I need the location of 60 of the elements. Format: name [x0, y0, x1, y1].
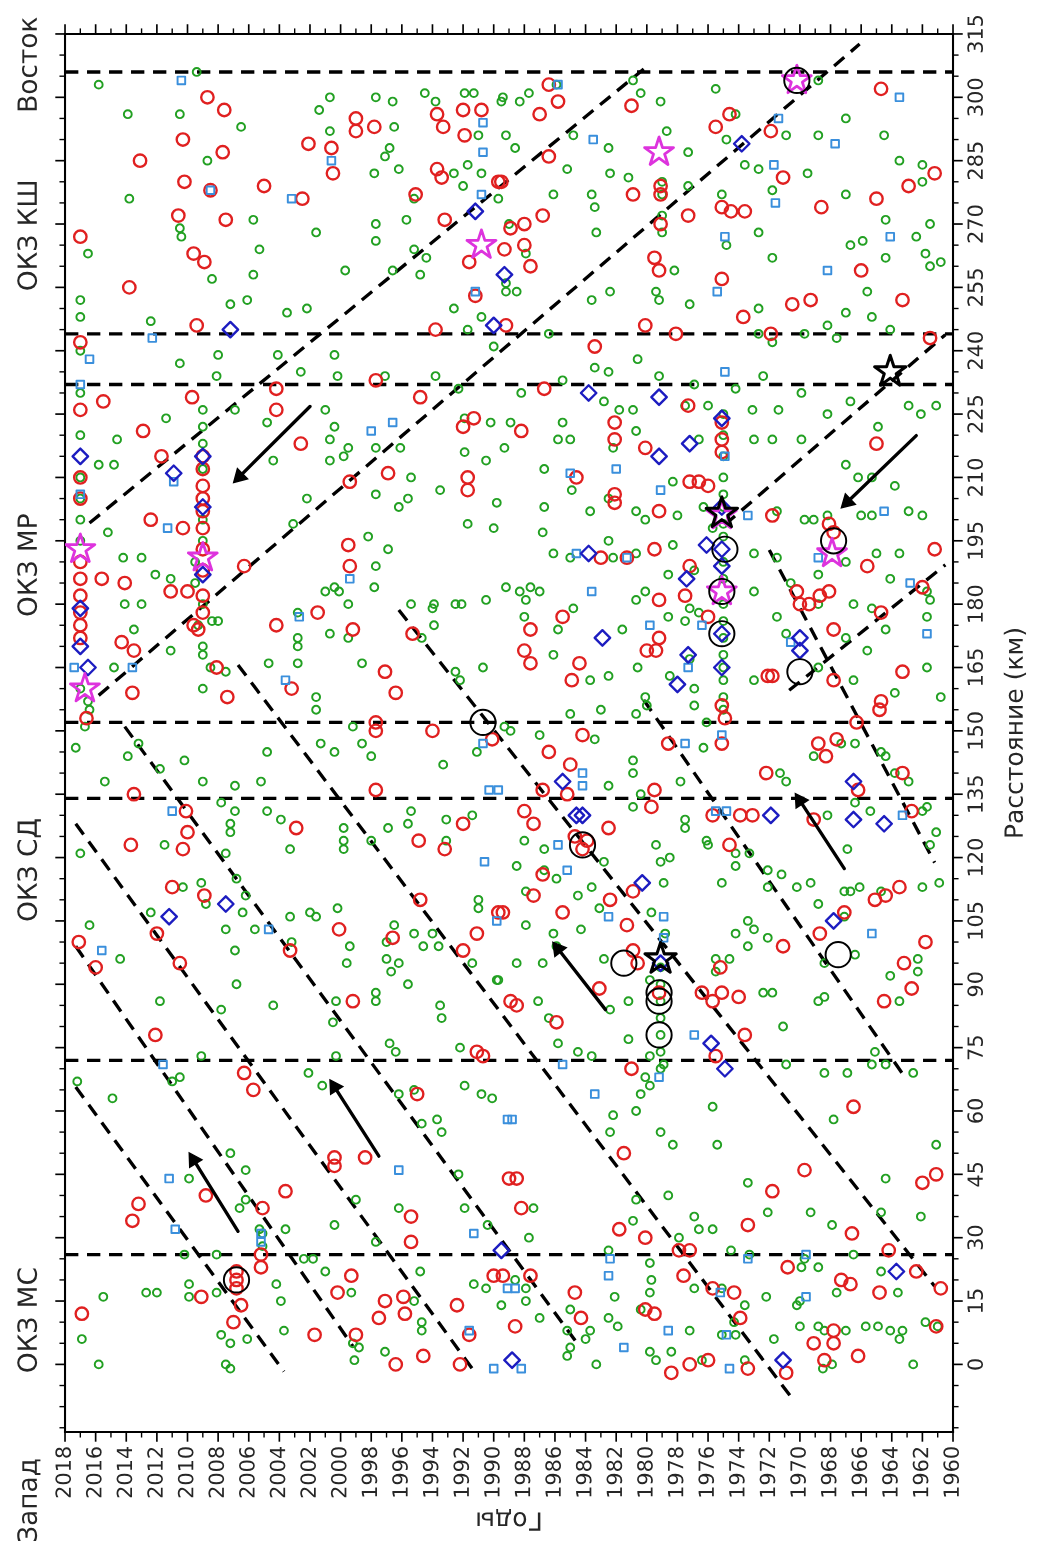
x-tick-label: 2002 — [300, 1447, 317, 1498]
y-axis-title: Расстояние (км) — [1003, 629, 1027, 837]
x-tick-label: 1990 — [483, 1447, 500, 1497]
x-tick-label: 2010 — [177, 1447, 194, 1498]
y-tick-label: 180 — [967, 585, 984, 622]
text: Запад — [17, 1459, 41, 1542]
x-tick-label: 1964 — [882, 1447, 898, 1497]
y-tick-label: 150 — [967, 712, 984, 749]
x-tick-label: 1996 — [392, 1447, 408, 1497]
x-tick-label: 1998 — [361, 1447, 378, 1497]
y-tick-label: 285 — [967, 142, 984, 180]
x-tick-label: 1988 — [514, 1447, 531, 1497]
y-tick-label: 195 — [967, 522, 984, 559]
x-tick-label: 1962 — [912, 1447, 929, 1497]
y-tick-label: 75 — [967, 1036, 984, 1060]
y-tick-label: 15 — [967, 1289, 984, 1313]
x-tick-label: 1994 — [422, 1447, 439, 1497]
x-tick-label: 1976 — [698, 1447, 715, 1497]
x-tick-label: 1992 — [453, 1447, 470, 1497]
x-tick-label: 2012 — [147, 1447, 163, 1498]
y-tick-label: 120 — [967, 839, 984, 876]
y-tick-label: 315 — [967, 15, 984, 53]
text: ОКЗ МР — [17, 514, 38, 616]
y-tick-label: 135 — [967, 776, 984, 812]
x-tick-label: 1986 — [545, 1447, 561, 1497]
y-tick-label: 300 — [967, 78, 984, 116]
y-tick-label: 240 — [967, 332, 984, 370]
x-tick-label: 1966 — [851, 1447, 868, 1497]
text: ОКЗ СД — [17, 819, 41, 921]
y-tick-label: 60 — [967, 1099, 984, 1123]
x-tick-label: 1974 — [728, 1447, 745, 1497]
x-tick-label: 2000 — [330, 1447, 347, 1498]
y-tick-label: 90 — [967, 972, 984, 997]
x-tick-label: 1968 — [820, 1447, 837, 1497]
text: Восток — [17, 17, 38, 111]
y-tick-label: 270 — [967, 205, 984, 243]
x-tick-label: 2016 — [85, 1447, 102, 1498]
text: ОКЗ КШ — [17, 181, 38, 290]
x-tick-label: 1972 — [759, 1447, 776, 1497]
y-tick-label: 105 — [967, 902, 984, 939]
y-tick-label: 255 — [967, 269, 984, 306]
y-tick-label: 210 — [967, 458, 984, 496]
y-tick-label: 0 — [967, 1359, 984, 1370]
text: ОКЗ МС — [17, 1268, 38, 1372]
x-tick-label: 2006 — [239, 1447, 255, 1498]
y-tick-label: 165 — [967, 649, 984, 686]
y-tick-label: 45 — [967, 1162, 984, 1187]
x-tick-label: 2014 — [116, 1447, 133, 1498]
x-axis-title: Годы — [477, 1508, 541, 1531]
x-tick-label: 1982 — [606, 1447, 623, 1497]
x-tick-label: 2008 — [208, 1447, 225, 1498]
y-tick-label: 30 — [967, 1225, 984, 1250]
x-tick-label: 2018 — [55, 1447, 72, 1498]
x-tick-label: 2004 — [269, 1447, 286, 1498]
x-tick-label: 1960 — [943, 1447, 960, 1497]
y-tick-label: 225 — [967, 396, 984, 433]
x-tick-label: 1978 — [667, 1447, 684, 1497]
x-tick-label: 1984 — [575, 1447, 592, 1497]
x-tick-label: 1970 — [790, 1447, 806, 1497]
x-tick-label: 1980 — [637, 1447, 653, 1497]
